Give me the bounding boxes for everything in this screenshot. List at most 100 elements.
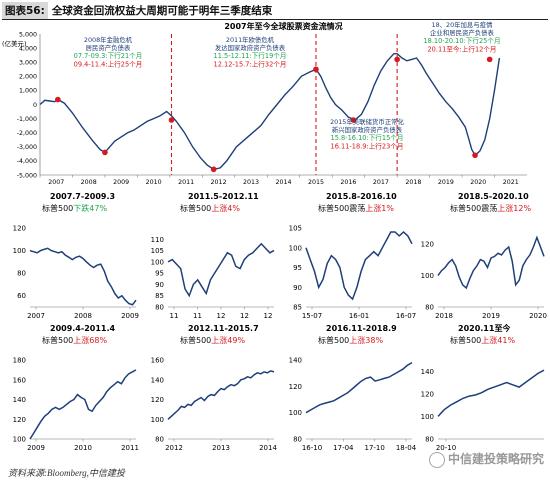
y-tick-label: 100 (289, 409, 302, 417)
annotation-line: 18.10-20.10:下行25个月 (423, 36, 500, 45)
y-tick-label: -3,000 (17, 144, 37, 151)
x-tick-label: 2019 (438, 179, 454, 185)
x-tick-label: 2013 (212, 444, 230, 452)
panel-2020-now: 2020.11至今 标普500上涨41% 140 120 100 80 20-10 (410, 320, 548, 456)
panel-svg: 2009.4-2011.4标普500上涨68%18016014012010020… (13, 324, 139, 452)
panel-subtitle-part: 上涨41% (481, 335, 515, 345)
panel-title: 2011.5-2012.11 (188, 192, 259, 201)
annotation-heading: 新兴国家政府资产负债表 (332, 125, 403, 134)
y-tick-label: 0 (33, 102, 37, 109)
watermark-text: 中信建投策略研究 (447, 452, 544, 466)
panel-subtitle-part: 标普500 (450, 335, 481, 345)
annotation-line: 07.7-09.3:下行21个月 (74, 51, 143, 60)
annotation-heading: 2011年欧债危机 (226, 35, 275, 44)
turning-point-marker (350, 117, 357, 123)
x-tick-label: 2011 (121, 444, 139, 452)
panel-subtitle-part: 上涨38% (349, 335, 383, 345)
x-tick-label: 2017 (373, 179, 389, 185)
annotation-line: 16.11-18.9:上行23个月 (331, 142, 404, 151)
x-tick-label: 18-04 (396, 444, 416, 452)
panel-subtitle: 标普500下跌47% (42, 203, 107, 213)
y-tick-label: 85 (155, 292, 164, 300)
y-tick-label: 90 (293, 284, 302, 292)
x-tick-label: 2021 (503, 179, 519, 185)
x-tick-label: 2007 (48, 179, 64, 185)
annotation-heading: 发达国家政府资产负债表 (215, 43, 286, 52)
y-tick-label: 80 (155, 304, 164, 312)
y-tick-label: -1,000 (17, 116, 37, 123)
y-tick-label: 105 (151, 247, 164, 255)
annotation-line: 11.5-12.11:下行19个月 (214, 51, 287, 60)
annotation-line: 20.11至今:上行12个月 (427, 45, 496, 54)
y-tick-label: 80 (155, 436, 164, 444)
spx-series-line (305, 230, 413, 301)
y-tick-label: 140 (289, 357, 302, 365)
panel-2009-2011: 2009.4-2011.4 标普500上涨68% 180 160 140 120 100 20… (2, 320, 140, 456)
panel-subtitle-part: 上涨1% (365, 203, 394, 213)
spx-series-line (437, 235, 545, 290)
panel-subtitle: 标普500上涨68% (42, 335, 107, 345)
x-tick-label: 2018 (405, 179, 421, 185)
x-tick-label: 2009 (121, 312, 139, 320)
flow-series-line (39, 53, 501, 171)
y-tick-label: 80 (425, 304, 434, 312)
x-tick-label: 2020 (529, 312, 547, 320)
x-tick-label: 12 (240, 312, 249, 320)
panel-subtitle-part: 下跌47% (73, 203, 107, 213)
panel-title: 2020.11至今 (458, 323, 510, 333)
panel-subtitle: 标普500震荡上涨12% (450, 203, 531, 213)
figure-title: 全球资金回流权益大周期可能于明年三季度结束 (51, 5, 273, 17)
x-tick-label: 2007 (27, 312, 45, 320)
x-tick-label: 16-01 (349, 312, 369, 320)
x-tick-label: 11 (193, 312, 202, 320)
panel-title: 2012.11-2015.7 (188, 324, 259, 333)
watermark: 中信建投策略研究 (428, 450, 544, 468)
x-tick-label: 2015 (308, 179, 324, 185)
x-tick-label: 20-10 (436, 444, 456, 452)
y-tick-label: 100 (13, 436, 26, 444)
y-tick-label: 95 (293, 264, 302, 272)
figure-header: 图表56: 全球资金回流权益大周期可能于明年三季度结束 (2, 2, 548, 19)
panel-2015-2016: 2015.8-2016.10 标普500震荡上涨1% 105 100 95 90 85 15-… (278, 188, 416, 324)
y-tick-label: 2,000 (19, 74, 37, 81)
x-tick-label: 11 (170, 312, 179, 320)
annotation-heading: 居民资产负债表 (86, 43, 131, 52)
y-axis-unit: (亿美元) (2, 39, 27, 48)
y-tick-label: 120 (289, 383, 302, 391)
annotation-line: 09.4-11.4:上行25个月 (74, 60, 143, 69)
panel-subtitle-part: 标普500震荡 (318, 203, 365, 213)
x-tick-label: 2014 (259, 444, 277, 452)
annotation-heading: 企业和居民资产负债表 (430, 28, 495, 37)
x-tick-label: 2018 (435, 312, 453, 320)
x-tick-label: 16-10 (302, 444, 322, 452)
panel-2012-2015: 2012.11-2015.7 标普500上涨49% 160 140 120 100 80 20… (140, 320, 278, 456)
x-tick-label: 17-10 (364, 444, 384, 452)
x-tick-label: 2008 (74, 312, 92, 320)
turning-point-marker (313, 66, 319, 73)
annotation-line: 15.8-16.10:下行15个月 (331, 133, 404, 142)
panel-svg: 2007.7-2009.3 标普500下跌47% 120 100 80 60 2007 200… (13, 192, 139, 320)
y-tick-label: 100 (421, 413, 434, 421)
panel-subtitle: 标普500上涨4% (180, 203, 240, 213)
turning-point-marker (102, 149, 108, 156)
panel-title: 2009.4-2011.4 (50, 324, 115, 333)
main-flow-chart: 2007年至今全球股票资金流情况 (亿美元)5,000 4,000 3,000 2,00… (2, 20, 527, 185)
turning-point-marker (486, 56, 493, 63)
x-tick-label: 2009 (113, 179, 129, 185)
panel-subtitle: 标普500上涨49% (180, 335, 245, 345)
y-tick-label: 120 (13, 225, 26, 233)
x-tick-label: 2010 (74, 444, 92, 452)
y-tick-label: 1,000 (19, 88, 37, 95)
y-tick-label: 160 (13, 376, 26, 384)
y-tick-label: 3,000 (19, 60, 37, 67)
panel-subtitle-part: 标普500 (180, 335, 211, 345)
spx-series-line (29, 247, 137, 306)
y-tick-label: 4,000 (19, 45, 37, 52)
panel-subtitle-part: 标普500 (42, 203, 73, 213)
y-tick-label: 140 (151, 376, 164, 384)
panel-subtitle-part: 上涨68% (73, 335, 107, 345)
panel-title: 2015.8-2016.10 (326, 192, 397, 201)
chart-title: 2007年至今全球股票资金流情况 (224, 21, 342, 31)
x-tick-label: 2014 (275, 179, 291, 185)
